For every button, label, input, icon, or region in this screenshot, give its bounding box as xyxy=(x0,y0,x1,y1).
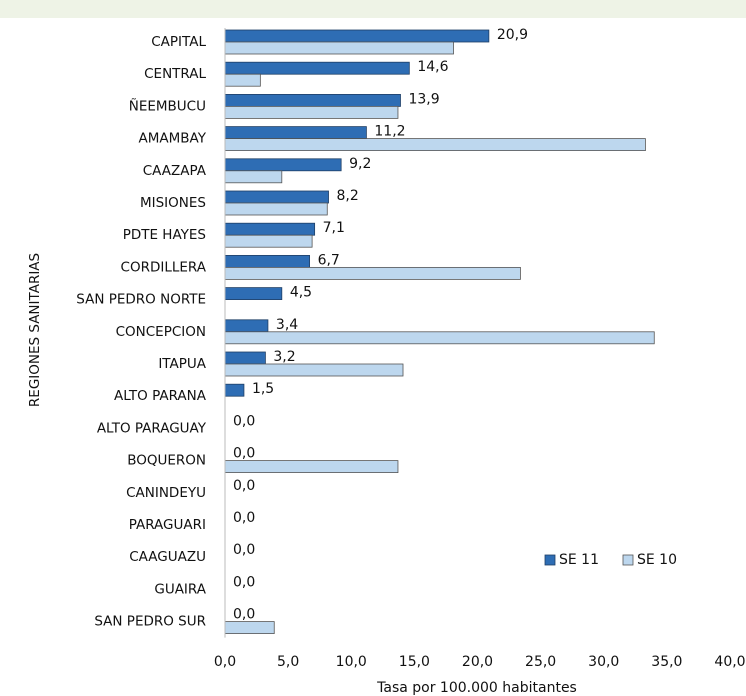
y-tick-label: CANINDEYU xyxy=(126,485,206,501)
data-label: 14,6 xyxy=(417,59,448,75)
y-axis-title: REGIONES SANITARIAS xyxy=(27,253,43,407)
data-label: 1,5 xyxy=(252,381,274,397)
x-tick-label: 5,0 xyxy=(277,654,299,670)
legend-swatch xyxy=(622,554,634,566)
x-tick-label: 0,0 xyxy=(214,654,236,670)
bar xyxy=(224,138,646,152)
data-label: 13,9 xyxy=(408,91,439,107)
bar xyxy=(224,41,454,55)
data-label: 8,2 xyxy=(337,188,359,204)
data-label: 4,5 xyxy=(290,285,312,301)
y-tick-label: CORDILLERA xyxy=(121,259,207,275)
bar xyxy=(224,126,367,139)
x-tick-label: 25,0 xyxy=(525,654,556,670)
y-tick-label: AMAMBAY xyxy=(139,131,207,147)
data-label: 0,0 xyxy=(233,478,255,494)
y-tick-label: ÑEEMBUCU xyxy=(129,97,206,114)
bar xyxy=(224,363,404,377)
y-tick-label: ALTO PARANA xyxy=(114,388,207,404)
bar xyxy=(224,29,490,43)
bar xyxy=(224,61,410,75)
y-tick-label: CAAGUAZU xyxy=(129,549,206,565)
data-label: 0,0 xyxy=(233,510,255,526)
data-label: 0,0 xyxy=(233,542,255,558)
data-label: 9,2 xyxy=(349,156,371,172)
legend-label: SE 11 xyxy=(559,552,599,568)
y-tick-label: MISIONES xyxy=(140,195,206,211)
bar xyxy=(224,94,401,107)
legend-label: SE 10 xyxy=(637,552,677,568)
bar xyxy=(224,190,329,204)
bar xyxy=(224,222,316,236)
bar xyxy=(224,170,283,184)
y-tick-label: SAN PEDRO SUR xyxy=(94,614,206,630)
bar xyxy=(224,158,342,172)
y-tick-label: CONCEPCION xyxy=(116,324,206,340)
bar xyxy=(224,383,245,397)
bar xyxy=(224,331,655,345)
y-tick-label: SAN PEDRO NORTE xyxy=(76,292,206,308)
data-label: 20,9 xyxy=(497,27,528,43)
x-tick-label: 30,0 xyxy=(588,654,619,670)
y-tick-label: GUAIRA xyxy=(154,581,206,597)
legend-swatch xyxy=(544,554,556,566)
bar xyxy=(224,351,266,365)
bar xyxy=(224,621,275,634)
x-axis-title: Tasa por 100.000 habitantes xyxy=(376,680,577,696)
x-tick-label: 20,0 xyxy=(462,654,493,670)
y-tick-label: PARAGUARI xyxy=(129,517,206,533)
bar xyxy=(224,266,521,280)
bar xyxy=(224,254,310,268)
bar xyxy=(224,106,399,119)
y-tick-label: ITAPUA xyxy=(158,356,206,372)
data-label: 6,7 xyxy=(318,252,340,268)
bar xyxy=(224,73,261,87)
y-tick-label: BOQUERON xyxy=(127,453,206,469)
top-strip xyxy=(0,0,746,18)
bar xyxy=(224,234,313,248)
y-tick-label: PDTE HAYES xyxy=(123,227,206,243)
data-label: 7,1 xyxy=(323,220,345,236)
data-label: 0,0 xyxy=(233,574,255,590)
y-tick-label: CAAZAPA xyxy=(143,163,207,179)
data-label: 0,0 xyxy=(233,413,255,429)
y-tick-label: ALTO PARAGUAY xyxy=(97,420,207,436)
bar xyxy=(224,202,328,216)
x-tick-label: 35,0 xyxy=(651,654,682,670)
data-label: 3,4 xyxy=(276,317,298,333)
bar xyxy=(224,287,283,301)
data-label: 0,0 xyxy=(233,446,255,462)
y-tick-label: CAPITAL xyxy=(151,34,206,50)
bar xyxy=(224,460,399,474)
x-tick-label: 10,0 xyxy=(336,654,367,670)
data-label: 11,2 xyxy=(374,124,405,140)
x-tick-label: 40,0 xyxy=(714,654,745,670)
y-tick-label: CENTRAL xyxy=(144,66,206,82)
x-tick-label: 15,0 xyxy=(399,654,430,670)
data-label: 3,2 xyxy=(273,349,295,365)
bar xyxy=(224,319,269,333)
data-label: 0,0 xyxy=(233,607,255,623)
